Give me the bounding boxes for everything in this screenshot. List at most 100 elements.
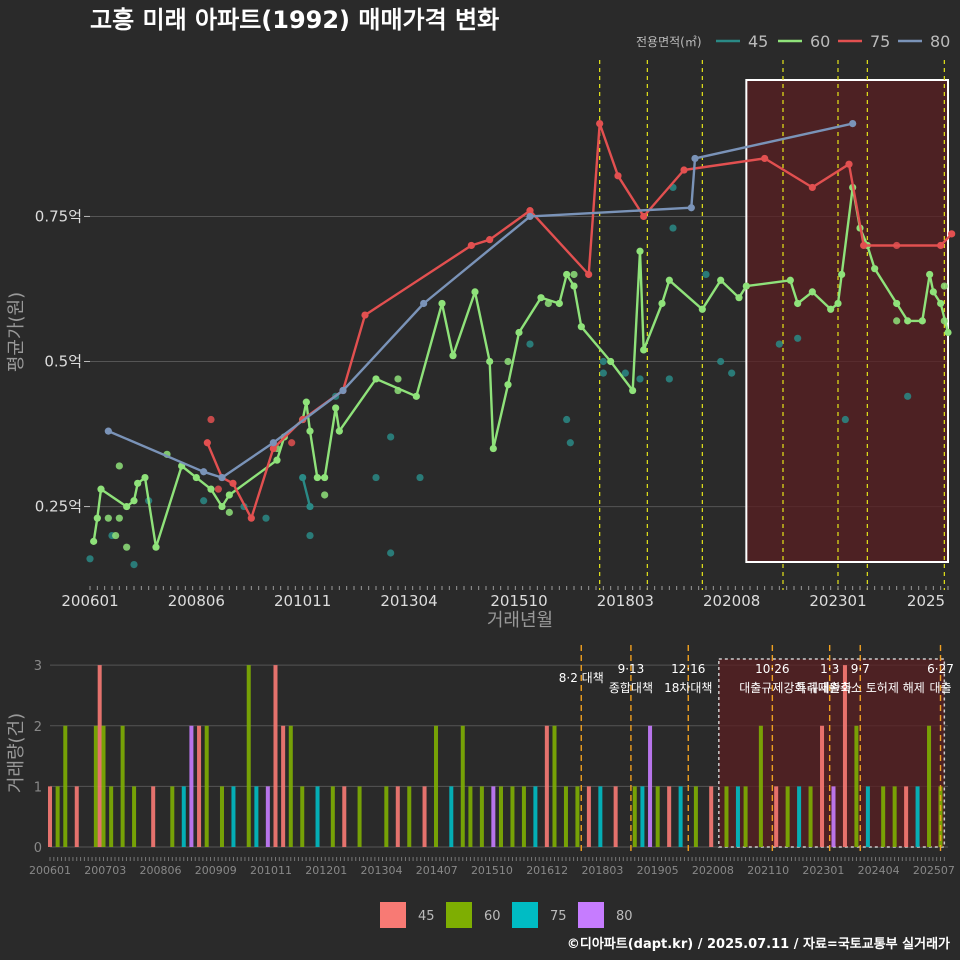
line-point-60 [141, 473, 149, 482]
legend-label-45: 45 [418, 909, 435, 924]
line-point-60 [97, 485, 105, 493]
bar-45 [774, 786, 779, 847]
top-x-tick-label: 202301 [809, 592, 866, 610]
line-point-60 [537, 294, 545, 302]
line-point-75 [486, 236, 494, 244]
bar-75 [735, 786, 740, 847]
bar-60 [109, 786, 114, 847]
line-point-60 [577, 323, 585, 331]
bottom-x-tick-label: 201201 [305, 864, 347, 877]
bar-60 [724, 786, 729, 847]
line-point-60 [563, 270, 571, 279]
policy-label-text: 종합대책 [609, 680, 653, 695]
line-point-60 [438, 299, 446, 308]
line-point-60 [636, 247, 644, 255]
data-point-75 [207, 415, 215, 424]
data-point-45 [200, 497, 208, 505]
line-point-60 [412, 392, 420, 400]
footer-credit: ©디아파트(dapt.kr) / 2025.07.11 / 자료=국토교통부 실… [567, 936, 950, 952]
bottom-x-tick-label: 201803 [581, 864, 623, 877]
top-y-tick-label: 0.5억 [44, 353, 82, 371]
data-point-60 [225, 508, 233, 516]
bar-60 [384, 786, 389, 847]
bar-75 [231, 786, 236, 847]
bar-75 [915, 786, 920, 847]
line-point-60 [786, 276, 794, 284]
policy-label-date: 1·3 [820, 662, 839, 676]
top-x-tick-label: 201011 [274, 592, 331, 610]
line-point-60 [944, 328, 952, 337]
bar-75 [797, 786, 802, 847]
bar-80 [189, 725, 194, 847]
line-point-80 [687, 204, 695, 212]
line-point-60 [273, 456, 281, 464]
bar-80 [831, 786, 836, 847]
bar-60 [170, 786, 175, 847]
bar-60 [300, 786, 305, 847]
data-point-75 [288, 439, 296, 447]
line-point-60 [302, 398, 310, 406]
line-point-60 [218, 502, 226, 511]
bar-45 [820, 725, 825, 847]
line-point-75 [860, 241, 868, 250]
top-x-tick-label: 201803 [597, 592, 654, 610]
line-point-60 [471, 288, 479, 296]
line-point-60 [629, 386, 637, 395]
top-y-tick-label: 0.25억 [35, 498, 82, 516]
bar-45 [904, 786, 909, 847]
bottom-x-tick-label: 202110 [747, 864, 789, 877]
line-point-60 [698, 305, 706, 313]
bar-75 [181, 786, 186, 847]
line-point-60 [449, 352, 457, 360]
line-point-60 [607, 357, 615, 366]
bar-75 [865, 786, 870, 847]
data-point-60 [893, 317, 901, 325]
line-point-80 [849, 120, 857, 128]
line-point-80 [218, 473, 226, 482]
bar-45 [667, 786, 672, 847]
policy-label-text: 특례대출축소 토허제 해제 [796, 681, 925, 695]
top-x-tick-label: 201510 [490, 592, 547, 610]
data-point-45 [387, 433, 395, 441]
data-point-75 [214, 485, 222, 493]
line-point-60 [486, 357, 494, 366]
line-point-75 [614, 172, 622, 180]
line-point-60 [658, 299, 666, 308]
bar-60 [563, 786, 568, 847]
line-point-60 [808, 288, 816, 296]
data-point-45 [372, 473, 380, 482]
line-point-60 [834, 299, 842, 308]
data-point-45 [86, 555, 94, 563]
bar-60 [854, 725, 859, 847]
legend-label-75: 75 [870, 32, 890, 51]
line-point-60 [555, 299, 563, 308]
bar-45 [74, 786, 79, 847]
series-line-45 [301, 477, 312, 507]
legend-title: 전용면적(㎡) [636, 35, 702, 49]
line-point-60 [335, 427, 343, 435]
bar-45 [395, 786, 400, 847]
bottom-x-tick-label: 200703 [84, 864, 126, 877]
data-point-45 [387, 549, 395, 557]
line-point-45 [299, 473, 307, 482]
bar-60 [434, 725, 439, 847]
line-point-60 [827, 305, 835, 313]
policy-label-date: 8·2 대책 [559, 670, 604, 685]
bottom-y-tick-label: 2 [34, 720, 42, 735]
bar-45 [47, 786, 53, 847]
legend-label-60: 60 [484, 909, 501, 924]
bar-60 [632, 786, 637, 847]
line-point-75 [948, 230, 956, 238]
policy-label-text: 대출규제강화 [739, 681, 805, 695]
policy-label-text: 규제완화 [808, 681, 852, 695]
data-point-60 [115, 514, 123, 522]
bar-60 [927, 725, 932, 847]
policy-label-date: 9·13 [618, 662, 645, 676]
legend-swatch-60 [446, 902, 472, 928]
line-point-75 [761, 154, 769, 163]
policy-label-date: 12·16 [671, 662, 705, 676]
bar-60 [655, 786, 660, 847]
chart-title: 고흥 미래 아파트(1992) 매매가격 변화 [90, 6, 499, 34]
bar-75 [449, 786, 454, 847]
bar-60 [498, 786, 503, 847]
